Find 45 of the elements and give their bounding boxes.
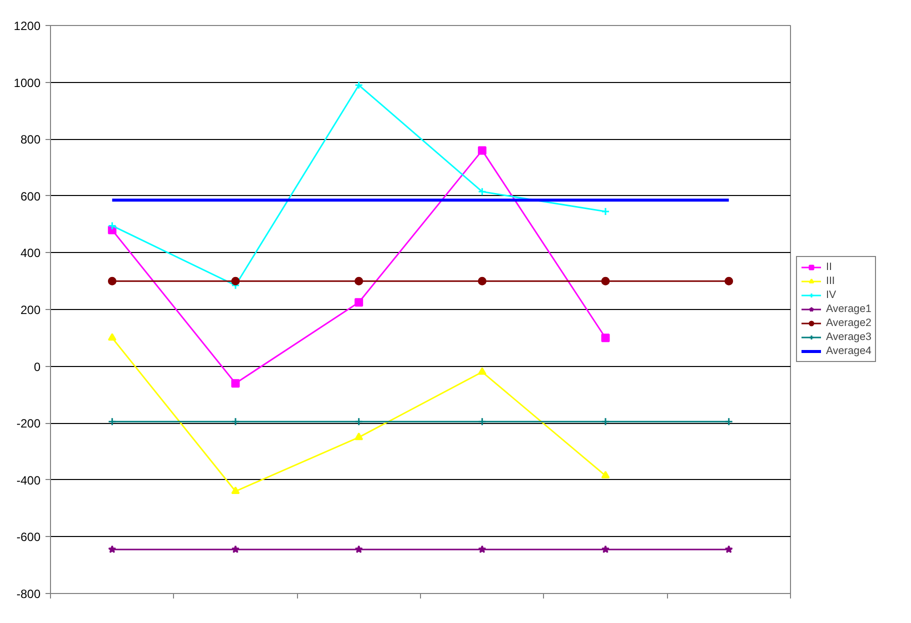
point: [478, 367, 486, 375]
point: [601, 417, 610, 426]
y-tick-label: -200: [16, 416, 41, 431]
legend-label: Average4: [826, 345, 872, 357]
point: [601, 334, 610, 342]
y-tick-label: -600: [16, 530, 41, 544]
point: [354, 545, 363, 554]
point: [601, 470, 610, 478]
legend-label: II: [826, 261, 833, 273]
point: [231, 276, 240, 286]
point: [231, 486, 240, 494]
point: [231, 417, 240, 426]
y-tick-label: 0: [34, 360, 41, 374]
y-tick-label: 400: [20, 246, 41, 260]
y-tick-label: 800: [20, 132, 41, 147]
point: [354, 417, 364, 426]
point: [108, 333, 116, 341]
point: [478, 417, 486, 426]
y-tick-label: 1000: [14, 76, 41, 90]
point: [354, 298, 364, 307]
y-tick-label: 1200: [14, 19, 41, 33]
legend-label: Average1: [826, 303, 872, 315]
legend-label: IV: [826, 289, 838, 301]
point: [724, 276, 734, 286]
point: [724, 545, 733, 554]
y-tick-label: 600: [20, 189, 41, 204]
y-tick-label: 200: [20, 303, 41, 317]
point: [478, 545, 486, 554]
point: [354, 276, 364, 286]
point: [231, 379, 240, 388]
point: [231, 545, 240, 554]
y-tick-label: -400: [16, 473, 41, 488]
point: [354, 80, 364, 90]
point: [108, 276, 116, 286]
point: [601, 276, 610, 286]
point: [478, 187, 486, 196]
legend-label: Average2: [826, 317, 872, 329]
legend-label: Average3: [826, 331, 872, 343]
point: [478, 276, 486, 286]
point: [354, 432, 364, 440]
point: [601, 545, 610, 554]
y-tick-label: -800: [16, 587, 41, 601]
point: [108, 545, 116, 554]
legend-label: III: [826, 275, 836, 287]
point: [478, 146, 486, 155]
